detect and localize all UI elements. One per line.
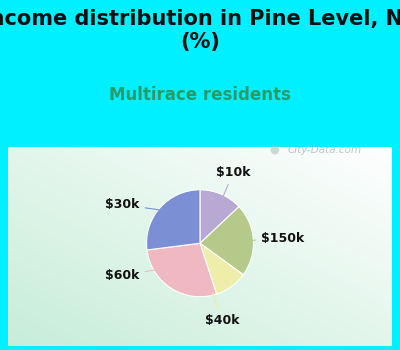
Text: ●: ● bbox=[269, 144, 279, 154]
Text: Income distribution in Pine Level, NC
(%): Income distribution in Pine Level, NC (%… bbox=[0, 9, 400, 52]
Wedge shape bbox=[147, 243, 216, 297]
Text: $150k: $150k bbox=[250, 232, 304, 245]
Text: Multirace residents: Multirace residents bbox=[109, 86, 291, 104]
Text: $40k: $40k bbox=[205, 293, 240, 327]
Text: $60k: $60k bbox=[105, 269, 159, 282]
Wedge shape bbox=[200, 243, 243, 294]
Wedge shape bbox=[200, 206, 254, 275]
Wedge shape bbox=[200, 190, 239, 243]
Text: $30k: $30k bbox=[105, 198, 159, 211]
Text: City-Data.com: City-Data.com bbox=[288, 145, 362, 155]
Wedge shape bbox=[146, 190, 200, 250]
Text: $10k: $10k bbox=[216, 166, 250, 201]
